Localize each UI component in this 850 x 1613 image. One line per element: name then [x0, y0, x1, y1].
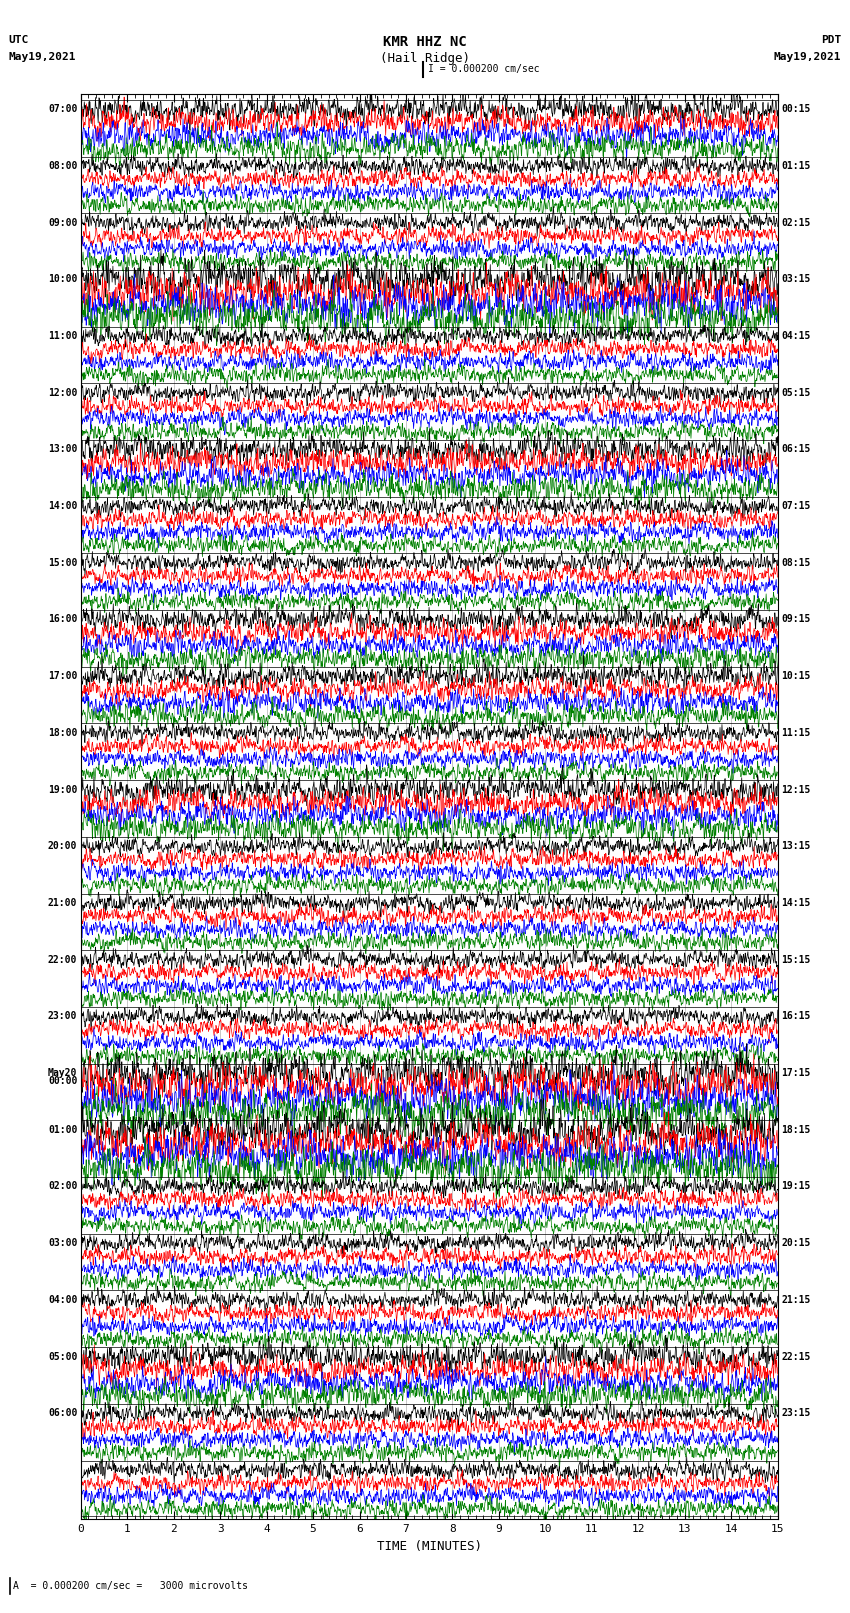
Text: 10:00: 10:00 — [48, 274, 77, 284]
Text: KMR HHZ NC: KMR HHZ NC — [383, 35, 467, 50]
Text: 22:00: 22:00 — [48, 955, 77, 965]
Text: 08:00: 08:00 — [48, 161, 77, 171]
Text: 05:00: 05:00 — [48, 1352, 77, 1361]
Text: 09:00: 09:00 — [48, 218, 77, 227]
Text: 17:00: 17:00 — [48, 671, 77, 681]
Text: 21:15: 21:15 — [781, 1295, 811, 1305]
Text: 14:00: 14:00 — [48, 502, 77, 511]
Text: 21:00: 21:00 — [48, 898, 77, 908]
Text: 15:15: 15:15 — [781, 955, 811, 965]
Text: 15:00: 15:00 — [48, 558, 77, 568]
Text: 19:15: 19:15 — [781, 1181, 811, 1192]
Text: 23:00: 23:00 — [48, 1011, 77, 1021]
Text: 19:00: 19:00 — [48, 784, 77, 795]
Text: 01:00: 01:00 — [48, 1124, 77, 1134]
Text: 11:15: 11:15 — [781, 727, 811, 737]
Text: 13:00: 13:00 — [48, 444, 77, 455]
Text: May20: May20 — [48, 1068, 77, 1077]
Text: A  = 0.000200 cm/sec =   3000 microvolts: A = 0.000200 cm/sec = 3000 microvolts — [13, 1581, 247, 1590]
Text: 03:15: 03:15 — [781, 274, 811, 284]
Text: 00:00: 00:00 — [48, 1076, 77, 1086]
Text: 06:15: 06:15 — [781, 444, 811, 455]
Text: May19,2021: May19,2021 — [8, 52, 76, 61]
Text: 16:15: 16:15 — [781, 1011, 811, 1021]
Text: 20:15: 20:15 — [781, 1239, 811, 1248]
Text: 20:00: 20:00 — [48, 842, 77, 852]
Text: 07:00: 07:00 — [48, 105, 77, 115]
Text: 18:00: 18:00 — [48, 727, 77, 737]
Text: 12:00: 12:00 — [48, 387, 77, 398]
Text: 07:15: 07:15 — [781, 502, 811, 511]
Text: 16:00: 16:00 — [48, 615, 77, 624]
Text: 09:15: 09:15 — [781, 615, 811, 624]
Text: UTC: UTC — [8, 35, 29, 45]
Text: May19,2021: May19,2021 — [774, 52, 842, 61]
Text: PDT: PDT — [821, 35, 842, 45]
Text: 02:15: 02:15 — [781, 218, 811, 227]
Text: 23:15: 23:15 — [781, 1408, 811, 1418]
Text: 08:15: 08:15 — [781, 558, 811, 568]
Text: 02:00: 02:00 — [48, 1181, 77, 1192]
Text: 22:15: 22:15 — [781, 1352, 811, 1361]
Text: 12:15: 12:15 — [781, 784, 811, 795]
Text: 14:15: 14:15 — [781, 898, 811, 908]
Text: I = 0.000200 cm/sec: I = 0.000200 cm/sec — [428, 65, 539, 74]
Text: 04:15: 04:15 — [781, 331, 811, 340]
Text: 06:00: 06:00 — [48, 1408, 77, 1418]
Text: 18:15: 18:15 — [781, 1124, 811, 1134]
Text: 13:15: 13:15 — [781, 842, 811, 852]
Text: 05:15: 05:15 — [781, 387, 811, 398]
Text: 17:15: 17:15 — [781, 1068, 811, 1077]
Text: (Hail Ridge): (Hail Ridge) — [380, 52, 470, 65]
Text: 01:15: 01:15 — [781, 161, 811, 171]
Text: 00:15: 00:15 — [781, 105, 811, 115]
Text: 10:15: 10:15 — [781, 671, 811, 681]
Text: 03:00: 03:00 — [48, 1239, 77, 1248]
Text: 11:00: 11:00 — [48, 331, 77, 340]
Text: 04:00: 04:00 — [48, 1295, 77, 1305]
X-axis label: TIME (MINUTES): TIME (MINUTES) — [377, 1540, 482, 1553]
